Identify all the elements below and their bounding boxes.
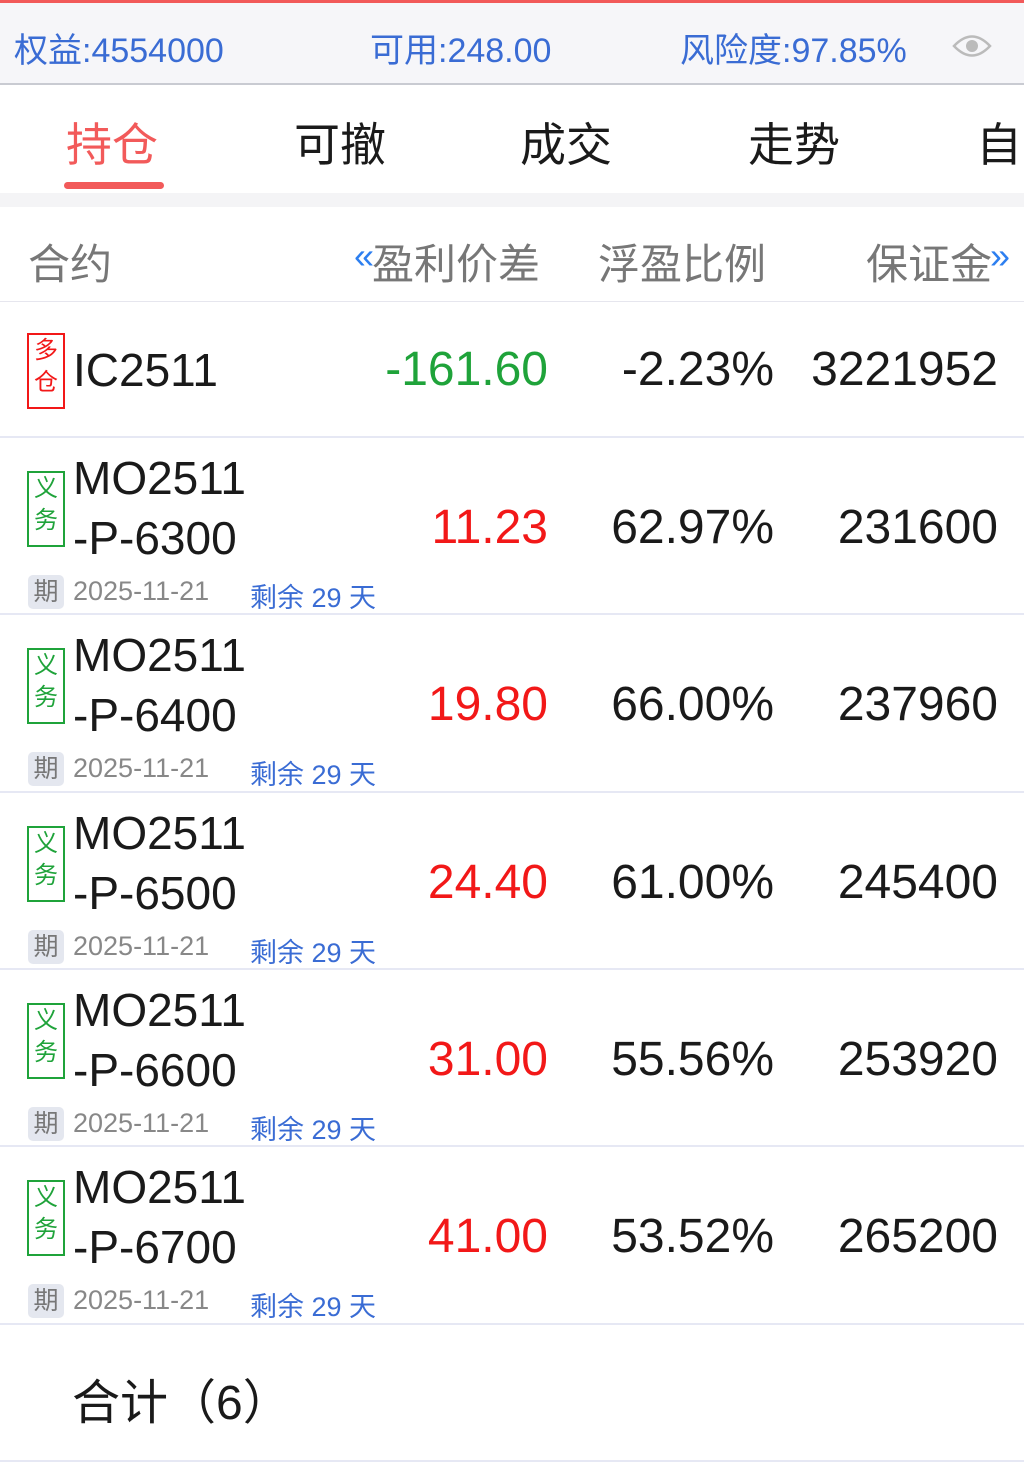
short-obligation-tag: 义务 (27, 471, 65, 547)
tab-trades[interactable]: 成交 (520, 119, 612, 171)
tag-char: 义 (34, 1184, 58, 1211)
tag-char: 义 (34, 652, 58, 679)
expiry-badge: 期 (28, 930, 64, 964)
eye-icon[interactable] (952, 29, 992, 63)
margin: 265200 (837, 1210, 998, 1263)
contract-name: MO2511 (73, 984, 247, 1036)
pnl-spread: 11.23 (431, 501, 548, 554)
col-margin: 保证金 (866, 241, 993, 288)
days-remaining: 剩余 29 天 (250, 1292, 377, 1322)
expiry-badge: 期 (28, 1107, 64, 1141)
position-row[interactable]: 义务 MO2511 -P-6600 31.00 55.56% 253920 期 … (0, 970, 1024, 1147)
contract-strike: -P-6400 (73, 689, 237, 741)
contract-strike: -P-6500 (73, 867, 237, 919)
tag-char: 务 (34, 1039, 58, 1066)
float-ratio: 55.56% (611, 1033, 774, 1086)
available-funds: 可用:248.00 (370, 32, 552, 70)
column-header: 合约 « 盈利价差 浮盈比例 保证金 » (0, 207, 1024, 302)
active-tab-indicator (64, 182, 164, 189)
expiry-date: 2025-11-21 (73, 753, 210, 783)
expiry-badge: 期 (28, 1284, 64, 1318)
tab-cancelable[interactable]: 可撤 (294, 119, 386, 171)
col-float-ratio: 浮盈比例 (598, 241, 767, 288)
float-ratio: 62.97% (611, 501, 774, 554)
days-remaining: 剩余 29 天 (250, 583, 377, 613)
pnl-spread: 31.00 (427, 1033, 548, 1086)
pnl-spread: -161.60 (385, 343, 548, 396)
top-accent-line (0, 0, 1024, 3)
risk-level: 风险度:97.85% (680, 32, 907, 70)
short-obligation-tag: 义务 (27, 826, 65, 902)
pnl-spread: 24.40 (427, 856, 548, 909)
tab-bar: 持仓 可撤 成交 走势 自 (0, 85, 1024, 193)
expiry-badge: 期 (28, 575, 64, 609)
equity: 权益:4554000 (14, 32, 224, 70)
contract-name: MO2511 (73, 452, 247, 504)
scroll-right-icon[interactable]: » (990, 235, 1011, 276)
tag-char: 务 (34, 862, 58, 889)
contract-name: MO2511 (73, 807, 247, 859)
tab-trend[interactable]: 走势 (748, 119, 840, 171)
col-pnl-spread: 盈利价差 (372, 241, 541, 288)
tag-char: 务 (34, 684, 58, 711)
position-row[interactable]: 义务 MO2511 -P-6400 19.80 66.00% 237960 期 … (0, 615, 1024, 793)
tag-char: 务 (34, 507, 58, 534)
col-contract: 合约 (28, 241, 113, 288)
margin: 245400 (837, 856, 998, 909)
margin: 253920 (837, 1033, 998, 1086)
margin: 231600 (837, 501, 998, 554)
position-row[interactable]: 义务 MO2511 -P-6500 24.40 61.00% 245400 期 … (0, 793, 1024, 970)
position-row[interactable]: 多仓 IC2511 -161.60 -2.23% 3221952 (0, 302, 1024, 438)
float-ratio: 53.52% (611, 1210, 774, 1263)
short-obligation-tag: 义务 (27, 648, 65, 724)
expiry-date: 2025-11-21 (73, 1108, 210, 1138)
divider (0, 193, 1024, 207)
expiry-date: 2025-11-21 (73, 576, 210, 606)
days-remaining: 剩余 29 天 (250, 760, 377, 790)
long-position-tag: 多仓 (27, 333, 65, 409)
expiry-badge: 期 (28, 752, 64, 786)
tag-char: 务 (34, 1216, 58, 1243)
expiry-date: 2025-11-21 (73, 931, 210, 961)
account-summary-bar: 权益:4554000 可用:248.00 风险度:97.85% (0, 3, 1024, 85)
total-row: 合计（6） (0, 1325, 1024, 1462)
tab-positions[interactable]: 持仓 (66, 119, 158, 171)
contract-strike: -P-6600 (73, 1044, 237, 1096)
pnl-spread: 19.80 (427, 678, 548, 731)
margin: 237960 (837, 678, 998, 731)
tag-char: 义 (34, 475, 58, 502)
contract-name: IC2511 (73, 344, 218, 396)
margin: 3221952 (811, 343, 998, 396)
position-row[interactable]: 义务 MO2511 -P-6300 11.23 62.97% 231600 期 … (0, 438, 1024, 615)
total-label: 合计（6） (72, 1377, 291, 1430)
contract-strike: -P-6300 (73, 512, 237, 564)
contract-name: MO2511 (73, 629, 247, 681)
days-remaining: 剩余 29 天 (250, 938, 377, 968)
float-ratio: -2.23% (621, 343, 774, 396)
scroll-left-icon[interactable]: « (354, 235, 375, 276)
contract-name: MO2511 (73, 1161, 247, 1213)
pnl-spread: 41.00 (427, 1210, 548, 1263)
tag-char: 多 (34, 337, 58, 364)
tag-char: 仓 (34, 369, 58, 396)
position-row[interactable]: 义务 MO2511 -P-6700 41.00 53.52% 265200 期 … (0, 1147, 1024, 1325)
expiry-date: 2025-11-21 (73, 1285, 210, 1315)
tag-char: 义 (34, 830, 58, 857)
contract-strike: -P-6700 (73, 1221, 237, 1273)
tag-char: 义 (34, 1007, 58, 1034)
days-remaining: 剩余 29 天 (250, 1115, 377, 1145)
short-obligation-tag: 义务 (27, 1180, 65, 1256)
short-obligation-tag: 义务 (27, 1003, 65, 1079)
float-ratio: 66.00% (611, 678, 774, 731)
tab-custom[interactable]: 自 (976, 119, 1022, 171)
float-ratio: 61.00% (611, 856, 774, 909)
